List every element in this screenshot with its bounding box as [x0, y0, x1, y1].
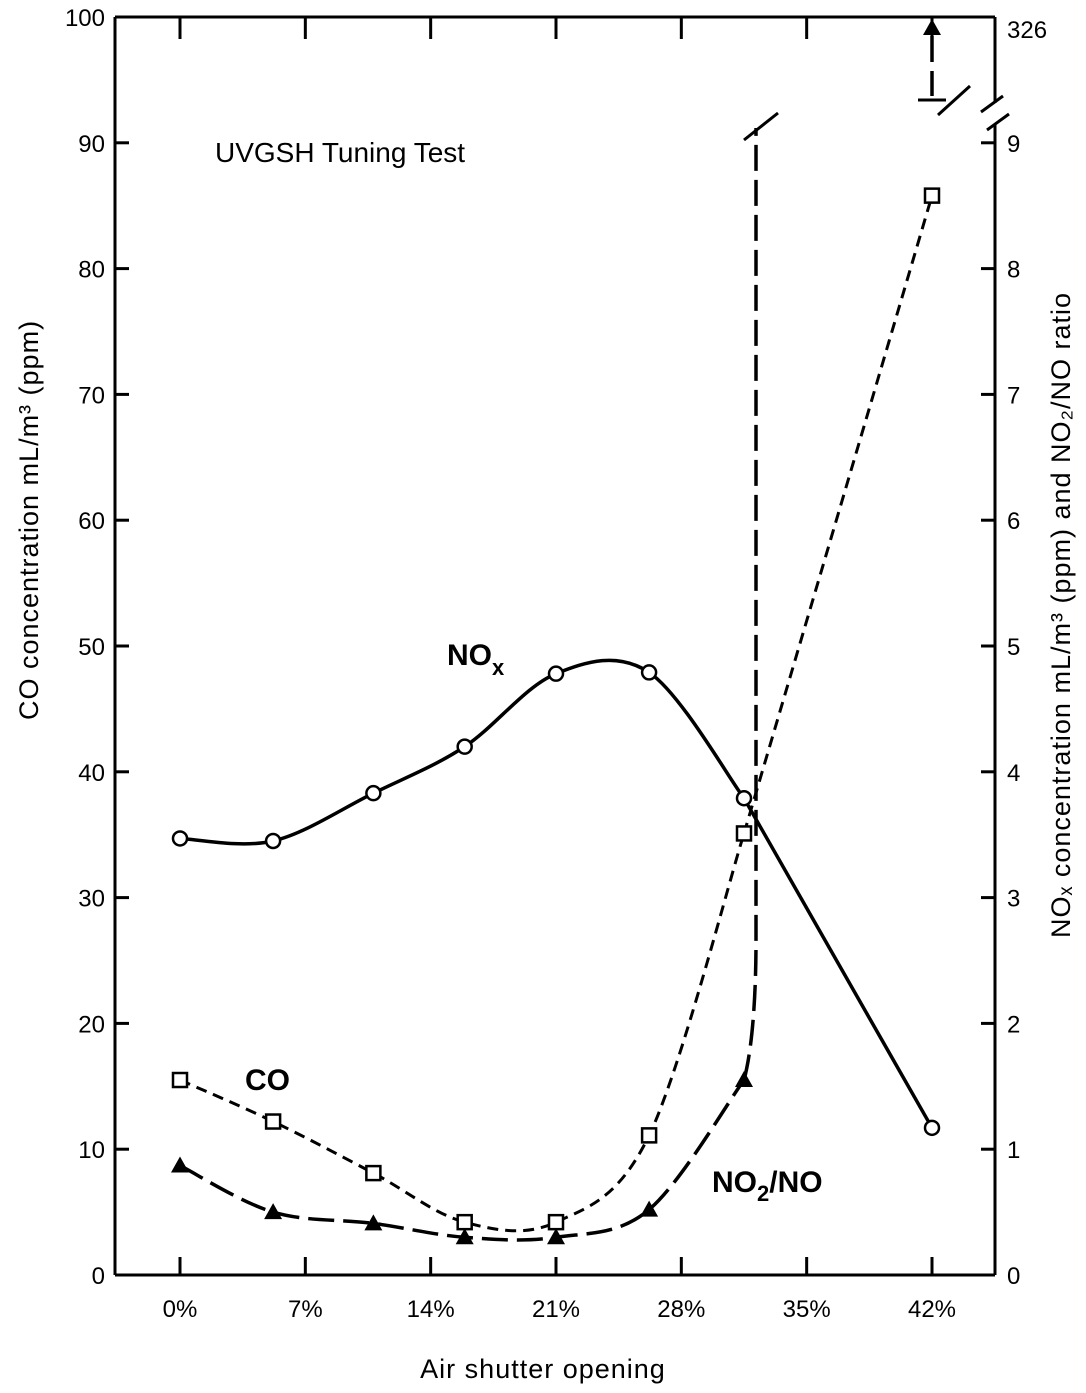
co-point [547, 1213, 565, 1231]
no2-no-point [171, 1156, 189, 1173]
co-curve [179, 832, 746, 1233]
x-tick-label: 28% [657, 1296, 705, 1323]
no2-no-point [735, 1071, 753, 1088]
x-tick-label: 0% [163, 1296, 198, 1323]
no2-no-break-mark [743, 111, 779, 142]
left-y-tick-label: 100 [65, 5, 105, 32]
x-axis: 0% 7% 14% 21% 28% 35% 42% [163, 17, 956, 1323]
right-y-tick-label: 8 [1007, 257, 1020, 284]
no2-no-point [364, 1214, 383, 1231]
right-y-tick-label: 5 [1007, 634, 1020, 661]
nox-point [640, 664, 658, 681]
co-curve-tail [742, 195, 934, 834]
no2-no-point [455, 1228, 474, 1245]
co-point [171, 1071, 189, 1089]
left-y-tick-label: 10 [78, 1137, 105, 1164]
x-tick-label: 21% [532, 1296, 580, 1323]
x-tick-label: 42% [908, 1296, 956, 1323]
series-label-co: CO [245, 1064, 290, 1097]
right-y-break-label: 326 [1007, 17, 1047, 44]
series-markers [171, 19, 941, 1245]
left-y-tick-label: 70 [78, 382, 105, 409]
axis-break-mark [980, 94, 1004, 114]
right-y-tick-label: 7 [1007, 382, 1020, 409]
co-point [640, 1127, 658, 1144]
x-tick-label: 7% [288, 1296, 323, 1323]
nox-point [735, 789, 753, 807]
left-y-axis-title: CO concentration mL/m³ (ppm) [14, 320, 44, 720]
left-y-tick-label: 60 [78, 508, 105, 535]
chart-title: UVGSH Tuning Test [215, 137, 465, 168]
right-y-tick-label: 1 [1007, 1137, 1020, 1164]
axis-break-mark [986, 112, 1010, 132]
right-y-tick-label: 0 [1007, 1263, 1020, 1290]
series-label-nox: NOx [447, 639, 505, 680]
series-curves [179, 36, 972, 1242]
co-point [365, 1164, 382, 1182]
no2-no-point [264, 1203, 283, 1220]
right-y-tick-label: 9 [1007, 131, 1020, 158]
right-y-tick-label: 2 [1007, 1011, 1020, 1038]
left-y-tick-label: 30 [78, 886, 105, 913]
left-y-tick-label: 90 [78, 131, 105, 158]
series-label-no2-no: NO2/NO [712, 1166, 823, 1206]
no2-no-point [640, 1200, 659, 1217]
co-point [923, 187, 941, 204]
left-y-tick-label: 20 [78, 1011, 105, 1038]
nox-point [923, 1119, 941, 1137]
co-point [456, 1213, 473, 1231]
nox-point [264, 832, 282, 850]
nox-curve-tail [742, 797, 934, 1129]
co-point [264, 1113, 282, 1130]
no2-no-rise [742, 128, 758, 1081]
x-tick-label: 35% [783, 1296, 831, 1323]
nox-point [171, 830, 189, 847]
right-y-tick-label: 4 [1007, 760, 1020, 787]
left-y-tick-label: 80 [78, 257, 105, 284]
nox-point [365, 784, 382, 802]
nox-point [547, 665, 565, 682]
right-y-tick-label: 3 [1007, 886, 1020, 913]
right-y-tick-label: 6 [1007, 508, 1020, 535]
nox-point [456, 738, 473, 755]
no2-no-break-mark [936, 84, 972, 117]
co-point [735, 825, 753, 842]
left-y-axis: 0 10 20 30 40 50 60 70 80 90 100 [65, 5, 129, 1290]
x-axis-title: Air shutter opening [420, 1354, 666, 1384]
right-y-axis-title: NOₓ concentration mL/m³ (ppm) and NO₂/NO… [1046, 292, 1076, 938]
left-y-tick-label: 40 [78, 760, 105, 787]
left-y-tick-label: 0 [92, 1263, 105, 1290]
no2-no-point [547, 1228, 565, 1245]
no2-no-point-offscale [923, 19, 941, 35]
x-tick-label: 14% [407, 1296, 455, 1323]
right-y-axis: 0 1 2 3 4 5 6 7 8 9 326 [981, 17, 1047, 1290]
left-y-tick-label: 50 [78, 634, 105, 661]
